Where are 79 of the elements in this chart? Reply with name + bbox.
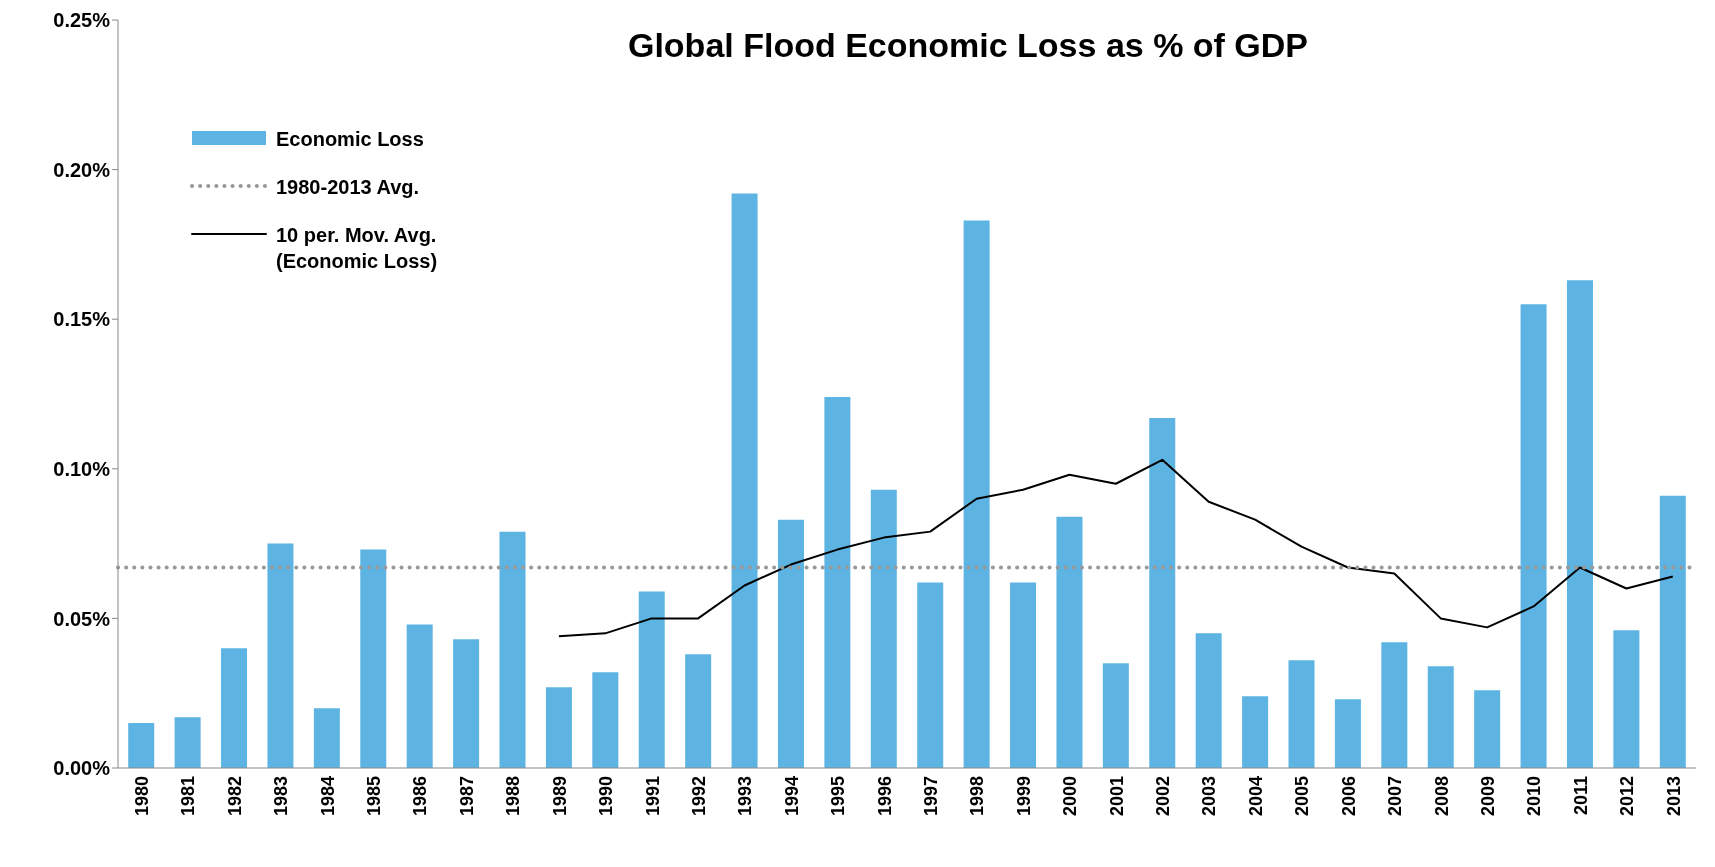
x-tick-label: 1986: [410, 776, 431, 817]
x-tick-label: 1987: [456, 776, 477, 817]
x-tick-label: 1980: [131, 776, 152, 817]
x-tick-label: 1981: [178, 776, 199, 817]
bar: [1474, 690, 1501, 768]
x-tick-label: 2007: [1385, 776, 1406, 817]
bar: [963, 220, 990, 768]
bar: [453, 639, 480, 768]
bar: [870, 489, 897, 768]
bar: [1334, 699, 1361, 768]
bar: [267, 543, 294, 768]
x-tick-label: 1995: [828, 776, 849, 817]
legend-label: 1980-2013 Avg.: [276, 175, 421, 200]
bar: [1288, 660, 1315, 768]
x-tick-label: 2005: [1292, 776, 1313, 817]
x-tick-label: 1994: [781, 776, 802, 817]
line-series: [557, 458, 1674, 638]
y-tick-label: 0.10%: [53, 457, 111, 480]
x-tick-label: 2011: [1570, 776, 1591, 816]
x-tick-label: 2012: [1617, 776, 1638, 817]
x-tick-label: 2002: [1153, 776, 1174, 817]
x-tick-label: 1982: [224, 776, 245, 817]
y-tick-label: 0.15%: [53, 308, 111, 331]
bar: [1102, 663, 1129, 768]
x-tick-label: 1993: [735, 776, 756, 817]
x-tick-label: 2000: [1060, 776, 1081, 817]
bar: [1520, 304, 1547, 768]
y-tick-label: 0.25%: [53, 9, 111, 32]
bar: [360, 549, 387, 768]
legend-label: Economic Loss: [276, 127, 425, 152]
bar: [545, 687, 572, 768]
bar: [1381, 642, 1408, 768]
x-tick-label: 2009: [1477, 776, 1498, 817]
bar: [406, 624, 433, 768]
y-tick-label: 0.05%: [53, 607, 111, 630]
x-tick-label: 1988: [503, 776, 524, 817]
x-tick-label: 2013: [1663, 776, 1684, 817]
x-tick-label: 1992: [688, 776, 709, 817]
bar: [1427, 666, 1454, 768]
x-tick-label: 1996: [874, 776, 895, 817]
bar: [1149, 417, 1176, 768]
bar: [1010, 582, 1037, 768]
bar: [221, 648, 248, 768]
x-tick-label: 1999: [1013, 776, 1034, 817]
bar: [313, 708, 340, 768]
bar: [174, 717, 201, 768]
y-tick-label: 0.00%: [53, 757, 111, 780]
bar: [731, 193, 758, 768]
x-tick-label: 1997: [920, 776, 941, 817]
bar: [777, 519, 804, 768]
x-tick-label: 1983: [271, 776, 292, 817]
bar: [917, 582, 944, 768]
bar: [824, 396, 851, 768]
x-tick-label: 2004: [1245, 776, 1266, 817]
x-tick-label: 1991: [642, 776, 663, 817]
chart-title: Global Flood Economic Loss as % of GDP: [626, 26, 1310, 65]
x-tick-label: 2003: [1199, 776, 1220, 817]
bar: [499, 531, 526, 768]
bar: [592, 672, 619, 768]
bar: [1566, 280, 1593, 768]
x-tick-label: 1984: [317, 776, 338, 817]
x-tick-label: 1985: [364, 776, 385, 817]
x-tick-label: 1989: [549, 776, 570, 817]
bar: [128, 723, 155, 768]
x-tick-label: 2008: [1431, 776, 1452, 817]
x-tick-label: 1998: [967, 776, 988, 817]
x-tick-label: 2010: [1524, 776, 1545, 817]
x-tick-label: 2001: [1106, 776, 1127, 817]
y-tick-label: 0.20%: [53, 158, 111, 181]
bar: [685, 654, 712, 768]
x-tick-label: 1990: [596, 776, 617, 817]
bar: [1195, 633, 1222, 768]
bar: [1056, 516, 1083, 768]
bar: [1659, 495, 1686, 768]
bar: [1613, 630, 1640, 768]
x-tick-label: 2006: [1338, 776, 1359, 817]
bar: [1242, 696, 1269, 768]
bar: [638, 591, 665, 768]
legend-label: 10 per. Mov. Avg. (Economic Loss): [276, 223, 439, 274]
